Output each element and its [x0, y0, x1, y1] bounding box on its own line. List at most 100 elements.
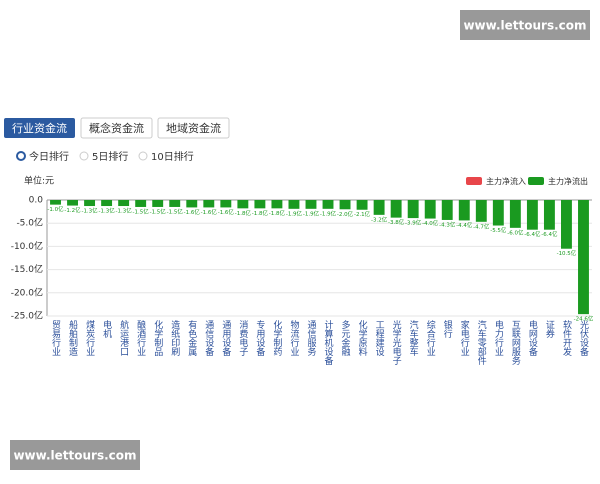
bar — [407, 200, 419, 219]
legend-swatch — [528, 177, 544, 185]
y-tick-label: -10.0亿 — [11, 240, 43, 252]
x-tick-label: 互联网服务 — [510, 320, 521, 366]
value-label: -6.0亿 — [507, 228, 524, 236]
tab[interactable] — [4, 118, 75, 138]
value-label: -3.8亿 — [388, 218, 405, 226]
value-label: -1.8亿 — [235, 209, 252, 217]
y-tick-label: -5.0亿 — [16, 217, 43, 229]
watermark: www.lettours.com — [13, 449, 136, 463]
legend-label: 主力净流入 — [486, 176, 526, 186]
bar — [458, 200, 470, 221]
value-label: -1.8亿 — [252, 209, 269, 217]
x-tick-label: 煤炭行业 — [84, 319, 95, 356]
x-tick-label: 航运港口 — [118, 319, 129, 356]
value-label: -24.6亿 — [574, 315, 594, 323]
bar — [288, 200, 300, 209]
bar — [254, 200, 266, 209]
x-tick-label: 电机 — [101, 319, 112, 339]
value-label: -1.3亿 — [98, 207, 115, 215]
watermark: www.lettours.com — [463, 19, 586, 33]
value-label: -4.0亿 — [422, 219, 439, 227]
bar — [492, 200, 504, 226]
tab-label[interactable]: 概念资金流 — [89, 121, 144, 135]
bar — [356, 200, 368, 210]
bar — [305, 200, 317, 209]
bar — [543, 200, 555, 230]
value-label: -1.5亿 — [167, 207, 184, 215]
value-label: -1.6亿 — [201, 208, 218, 216]
value-label: -1.9亿 — [286, 209, 303, 217]
x-tick-label: 综合行业 — [425, 319, 436, 356]
x-tick-label: 多元金融 — [340, 319, 351, 357]
x-tick-label: 化学原料 — [357, 319, 368, 357]
value-label: -1.6亿 — [218, 208, 235, 216]
x-tick-label: 汽车零部件 — [476, 319, 487, 366]
x-tick-label: 通信设备 — [203, 320, 214, 356]
x-tick-label: 有色金属 — [186, 319, 197, 357]
bar — [475, 200, 487, 222]
bar — [441, 200, 453, 220]
x-tick-label: 酿酒行业 — [135, 319, 146, 356]
tab[interactable] — [157, 117, 230, 139]
watermark-box — [10, 440, 140, 470]
value-label: -4.7亿 — [473, 222, 490, 230]
bar — [67, 200, 78, 206]
bar — [390, 200, 402, 218]
bar — [152, 200, 164, 207]
radio[interactable] — [138, 151, 148, 161]
y-tick-label: -15.0亿 — [11, 263, 43, 275]
x-tick-label: 光伏设备 — [578, 319, 589, 356]
x-tick-label: 电网设备 — [527, 319, 538, 356]
x-tick-label: 计算机设备 — [323, 319, 334, 365]
x-tick-label: 消费电子 — [237, 319, 248, 356]
bar — [578, 200, 589, 315]
bar — [509, 200, 521, 228]
radio[interactable] — [16, 151, 26, 161]
value-label: -4.3亿 — [439, 220, 456, 228]
value-label: -1.3亿 — [116, 207, 133, 215]
value-label: -1.0亿 — [47, 205, 64, 213]
x-tick-label: 家电行业 — [459, 319, 470, 356]
y-tick-label: 0.0 — [29, 196, 44, 206]
value-label: -1.6亿 — [184, 208, 201, 216]
tab[interactable] — [80, 117, 153, 139]
bar — [203, 200, 215, 208]
x-tick-label: 汽车整车 — [408, 319, 419, 357]
bar — [339, 200, 351, 210]
bar — [322, 200, 334, 209]
value-label: -6.4亿 — [541, 230, 558, 238]
bar — [424, 200, 436, 219]
bar — [186, 200, 198, 208]
value-label: -5.5亿 — [490, 226, 507, 234]
x-tick-label: 贸易行业 — [50, 319, 61, 356]
value-label: -1.8亿 — [269, 209, 286, 217]
radio-label[interactable]: 今日排行 — [29, 150, 69, 163]
radio-label[interactable]: 10日排行 — [151, 150, 194, 163]
tab-label[interactable]: 行业资金流 — [12, 121, 67, 135]
bar — [271, 200, 283, 209]
x-tick-label: 船舶制造 — [67, 319, 78, 357]
y-tick-label: -20.0亿 — [11, 286, 43, 298]
bar — [561, 200, 572, 249]
tab-label[interactable]: 地域资金流 — [166, 121, 221, 135]
value-label: -2.0亿 — [337, 210, 354, 218]
radio-label[interactable]: 5日排行 — [92, 150, 128, 163]
bar — [526, 200, 538, 230]
legend-swatch — [466, 177, 482, 185]
radio[interactable] — [79, 151, 89, 161]
value-label: -1.5亿 — [133, 207, 150, 215]
value-label: -1.5亿 — [150, 207, 167, 215]
x-tick-label: 物流行业 — [288, 319, 299, 356]
bar — [101, 200, 113, 207]
value-label: -1.9亿 — [320, 209, 337, 217]
bar — [50, 200, 61, 205]
bar — [84, 200, 96, 207]
legend-label: 主力净流出 — [548, 176, 588, 186]
x-tick-label: 化学制品 — [152, 319, 163, 357]
x-tick-label: 通用设备 — [220, 320, 231, 356]
x-tick-label: 通信服务 — [305, 320, 316, 357]
bar — [169, 200, 181, 207]
bar — [135, 200, 147, 207]
bar — [237, 200, 249, 209]
